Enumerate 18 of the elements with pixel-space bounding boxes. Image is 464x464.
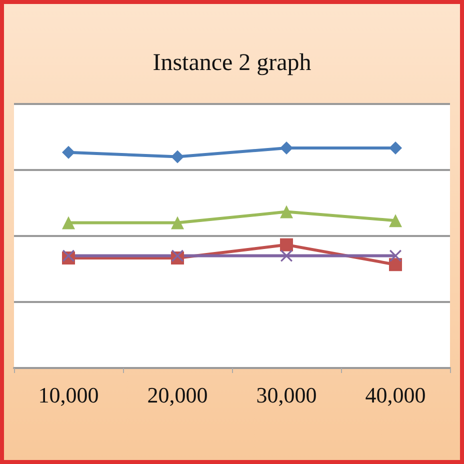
point	[389, 214, 402, 228]
x-tick-label: 20,000	[147, 382, 208, 408]
x-tick-label: 30,000	[256, 382, 317, 408]
point	[62, 146, 75, 159]
point	[171, 216, 184, 230]
point	[280, 250, 292, 262]
point	[171, 150, 184, 164]
point	[389, 142, 402, 154]
point	[172, 250, 184, 262]
x-tick-label: 10,000	[38, 382, 99, 408]
point	[389, 258, 402, 272]
point	[62, 216, 75, 230]
chart-title: Instance 2 graph	[152, 50, 312, 76]
point	[280, 205, 293, 218]
x-tick-label: 40,000	[365, 382, 426, 408]
point	[280, 238, 293, 252]
point	[280, 142, 293, 154]
point	[390, 250, 402, 262]
